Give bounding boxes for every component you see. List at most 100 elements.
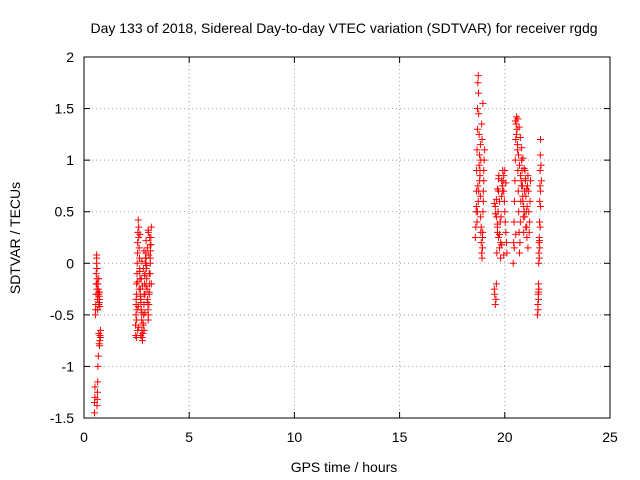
data-point (525, 228, 533, 236)
data-point (137, 275, 145, 283)
data-point (537, 203, 545, 211)
data-point (500, 251, 508, 259)
data-point (537, 161, 545, 169)
data-point (474, 182, 482, 190)
data-point (473, 146, 481, 154)
data-point (523, 185, 531, 193)
data-point (536, 218, 544, 226)
data-point (137, 331, 145, 339)
data-point (514, 187, 522, 195)
data-point (479, 99, 487, 107)
data-point (133, 316, 141, 324)
data-point (477, 213, 485, 221)
data-point (93, 264, 101, 272)
data-point (145, 270, 153, 278)
data-point (477, 239, 485, 247)
data-point (522, 223, 530, 231)
data-point (476, 192, 484, 200)
data-point (499, 187, 507, 195)
data-point (524, 244, 532, 252)
data-point (475, 161, 483, 169)
data-point (141, 272, 149, 280)
data-point (500, 197, 508, 205)
data-point (536, 223, 544, 231)
data-point (474, 79, 482, 87)
data-point (537, 187, 545, 195)
y-tick-labels: -1.5 -1 -0.5 0 0.5 1 1.5 2 (50, 49, 74, 426)
data-point (501, 166, 509, 174)
data-point (519, 154, 527, 162)
data-points (91, 72, 545, 417)
data-point (514, 151, 522, 159)
data-point (526, 197, 534, 205)
y-tick-label: -1.5 (50, 410, 74, 426)
data-point (512, 230, 520, 238)
data-point (134, 303, 142, 311)
y-tick-label: 0 (66, 255, 74, 271)
data-point (514, 115, 522, 123)
data-point (95, 340, 103, 348)
data-point (146, 247, 154, 255)
data-point (135, 285, 143, 293)
data-point (490, 199, 498, 207)
data-point (473, 203, 481, 211)
data-point (146, 254, 154, 262)
data-point (134, 216, 142, 224)
data-point (511, 156, 519, 164)
data-point (511, 177, 519, 185)
data-point (473, 105, 481, 113)
data-point (478, 244, 486, 252)
data-point (475, 89, 482, 97)
data-point (133, 259, 141, 267)
data-point (516, 133, 524, 141)
grid-layer (84, 57, 610, 418)
data-point (512, 136, 520, 144)
data-point (536, 197, 544, 205)
data-point (93, 388, 101, 396)
data-point (133, 249, 141, 257)
x-axis-label: GPS time / hours (291, 459, 398, 475)
data-point (477, 223, 485, 231)
data-point (493, 220, 501, 228)
y-tick-label: 2 (66, 49, 74, 65)
data-point (478, 136, 486, 144)
data-point (147, 280, 155, 288)
data-point (136, 268, 144, 276)
data-point (502, 239, 510, 247)
data-point (533, 311, 541, 319)
data-point (140, 247, 148, 255)
y-tick-label: 0.5 (55, 204, 75, 220)
data-point (96, 334, 104, 342)
data-point (136, 292, 144, 300)
data-point (521, 175, 529, 183)
data-point (143, 298, 151, 306)
data-point (93, 402, 101, 410)
data-point (491, 290, 499, 298)
data-point (498, 241, 506, 249)
data-point (476, 166, 484, 174)
data-point (536, 244, 544, 252)
data-point (95, 275, 103, 283)
data-point (494, 175, 502, 183)
data-point (518, 144, 526, 152)
data-point (534, 288, 542, 296)
data-point (144, 228, 152, 236)
data-point (491, 203, 499, 211)
data-point (513, 141, 521, 149)
data-point (139, 264, 147, 272)
data-point (145, 251, 153, 259)
data-point (534, 295, 542, 303)
data-point (134, 239, 142, 247)
data-point (534, 306, 542, 314)
data-point (536, 182, 544, 190)
y-tick-label: 1.5 (55, 101, 75, 117)
data-point (142, 282, 150, 290)
data-point (493, 185, 501, 193)
data-point (521, 213, 529, 221)
data-point (94, 362, 102, 370)
data-point (491, 210, 499, 218)
data-point (133, 306, 141, 314)
data-point (498, 192, 506, 200)
data-point (509, 259, 517, 267)
data-point (91, 383, 99, 391)
